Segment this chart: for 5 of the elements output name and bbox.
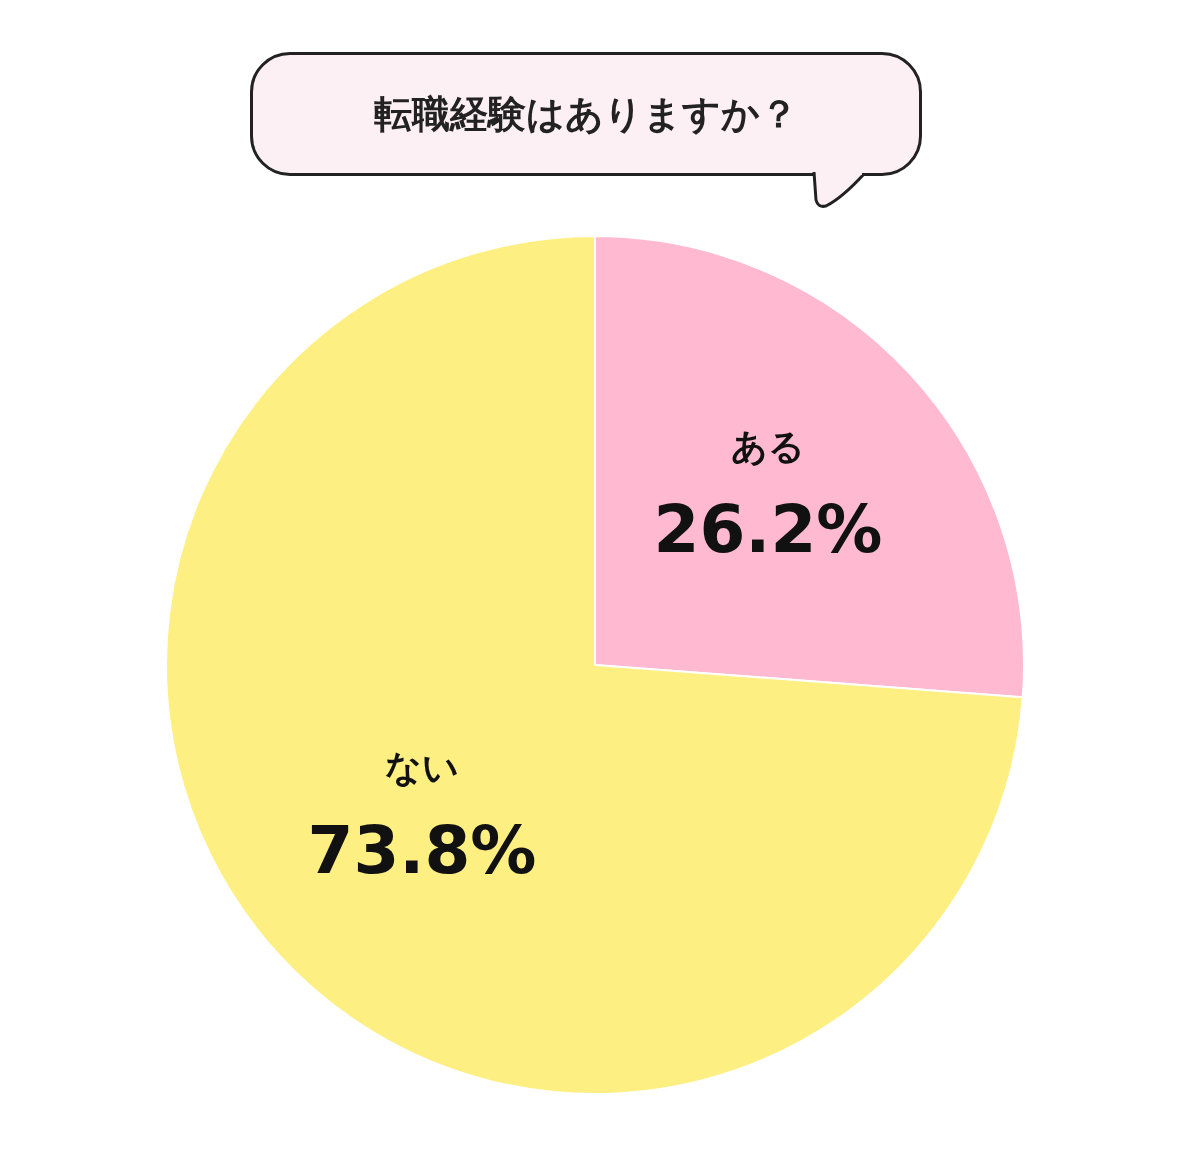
data-label: 73.8%	[307, 811, 537, 889]
data-label: 26.2%	[653, 490, 883, 568]
chart-title: 転職経験はありますか？	[250, 52, 922, 176]
slice-label: ない	[384, 746, 459, 788]
slice-label: ある	[731, 425, 806, 467]
